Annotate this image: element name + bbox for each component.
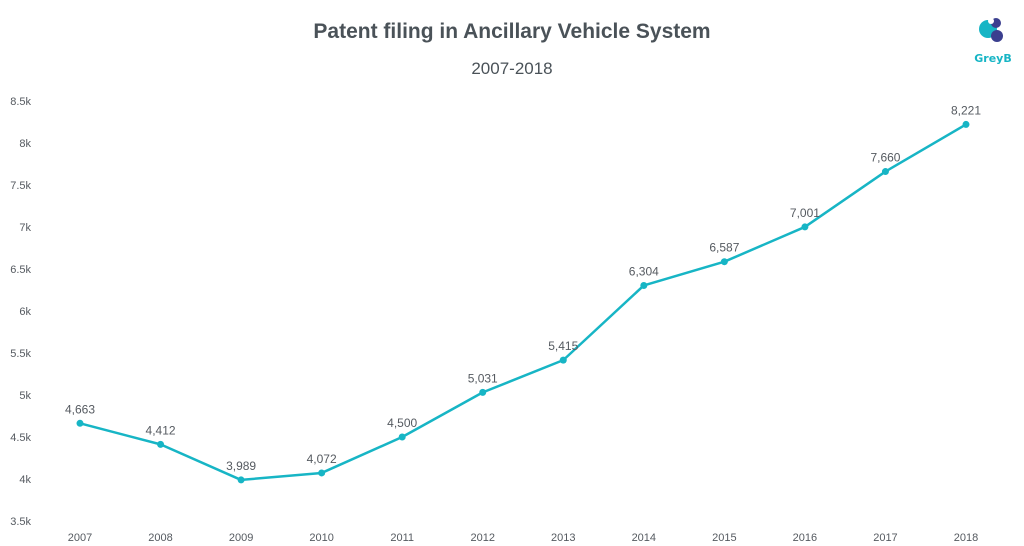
data-point[interactable] (962, 120, 970, 128)
y-tick-label: 5k (19, 390, 31, 402)
data-label: 4,072 (307, 452, 337, 466)
logo-text: GreyB (974, 52, 1012, 65)
data-label: 7,001 (790, 206, 820, 220)
data-label: 4,663 (65, 402, 95, 416)
x-tick-label: 2011 (390, 532, 414, 544)
data-point[interactable] (640, 281, 648, 289)
x-tick-label: 2009 (229, 532, 253, 544)
data-label: 4,500 (387, 416, 417, 430)
data-point[interactable] (398, 433, 406, 441)
data-point[interactable] (237, 476, 245, 484)
x-axis: 2007 2008 2009 2010 2011 2012 2013 2014 2015 2016… (68, 532, 978, 544)
data-point[interactable] (76, 419, 84, 427)
data-point[interactable] (720, 258, 728, 266)
x-tick-label: 2015 (712, 532, 736, 544)
x-tick-label: 2012 (470, 532, 494, 544)
chart-subtitle: 2007-2018 (471, 59, 553, 78)
data-labels: 4,663 4,412 3,989 4,072 4,500 5,031 5,415 6,304… (65, 103, 981, 472)
data-label: 8,221 (951, 103, 981, 117)
x-tick-label: 2007 (68, 532, 92, 544)
y-tick-label: 8k (19, 138, 31, 150)
y-axis: 3.5k 4k 4.5k 5k 5.5k 6k 6.5k 7k 7.5k 8k 8.5k (10, 96, 31, 528)
y-tick-label: 6k (19, 306, 31, 318)
data-label: 5,415 (548, 339, 578, 353)
series-line (79, 123, 967, 482)
x-tick-label: 2018 (954, 532, 978, 544)
data-label: 3,989 (226, 459, 256, 473)
data-point[interactable] (801, 223, 809, 231)
x-tick-label: 2017 (873, 532, 897, 544)
greyb-logo: GreyB (966, 12, 1020, 72)
greyb-logo-icon (979, 18, 1003, 42)
data-point[interactable] (479, 388, 487, 396)
y-tick-label: 7k (19, 222, 31, 234)
x-tick-label: 2013 (551, 532, 575, 544)
chart-title: Patent filing in Ancillary Vehicle Syste… (313, 20, 711, 43)
data-point[interactable] (881, 168, 889, 176)
y-tick-label: 3.5k (10, 516, 31, 528)
y-tick-label: 7.5k (10, 180, 31, 192)
y-tick-label: 4.5k (10, 432, 31, 444)
x-tick-label: 2014 (632, 532, 656, 544)
x-tick-label: 2010 (309, 532, 333, 544)
data-label: 6,304 (629, 264, 659, 278)
data-point[interactable] (157, 440, 165, 448)
x-tick-label: 2016 (793, 532, 817, 544)
y-tick-label: 6.5k (10, 264, 31, 276)
series-line-group (76, 120, 970, 484)
y-tick-label: 8.5k (10, 96, 31, 108)
x-tick-label: 2008 (148, 532, 172, 544)
data-point[interactable] (559, 356, 567, 364)
data-label: 6,587 (709, 241, 739, 255)
y-tick-label: 4k (19, 474, 31, 486)
data-label: 5,031 (468, 371, 498, 385)
y-tick-label: 5.5k (10, 348, 31, 360)
data-point[interactable] (318, 469, 326, 477)
data-label: 4,412 (146, 423, 176, 437)
data-label: 7,660 (870, 151, 900, 165)
